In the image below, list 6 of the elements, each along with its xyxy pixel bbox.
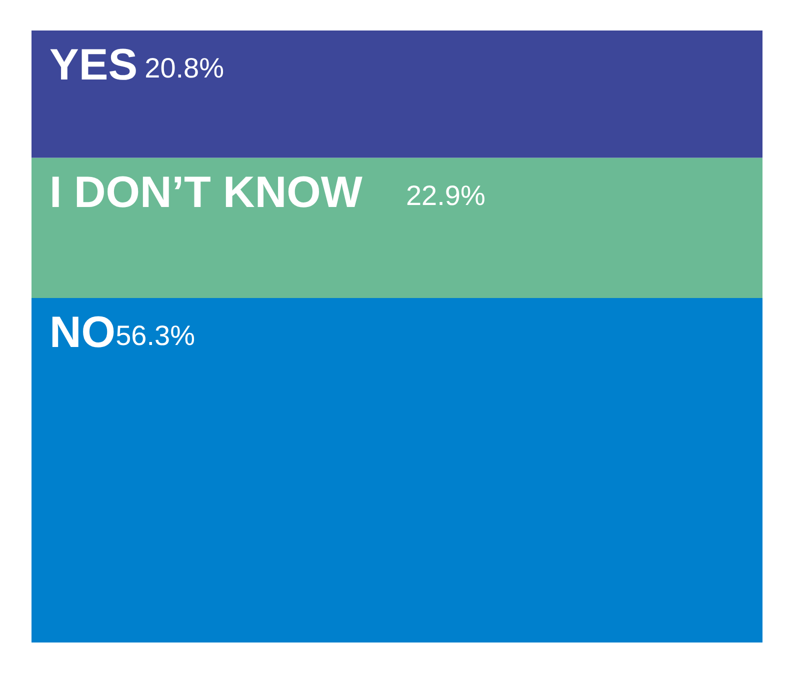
series-label: YES bbox=[50, 40, 138, 90]
series-label: I DON’T KNOW bbox=[50, 168, 363, 217]
data-label: 20.8% bbox=[144, 52, 224, 84]
data-label: 56.3% bbox=[116, 320, 195, 351]
series-label: NO bbox=[50, 308, 116, 357]
data-label: 22.9% bbox=[406, 180, 486, 211]
